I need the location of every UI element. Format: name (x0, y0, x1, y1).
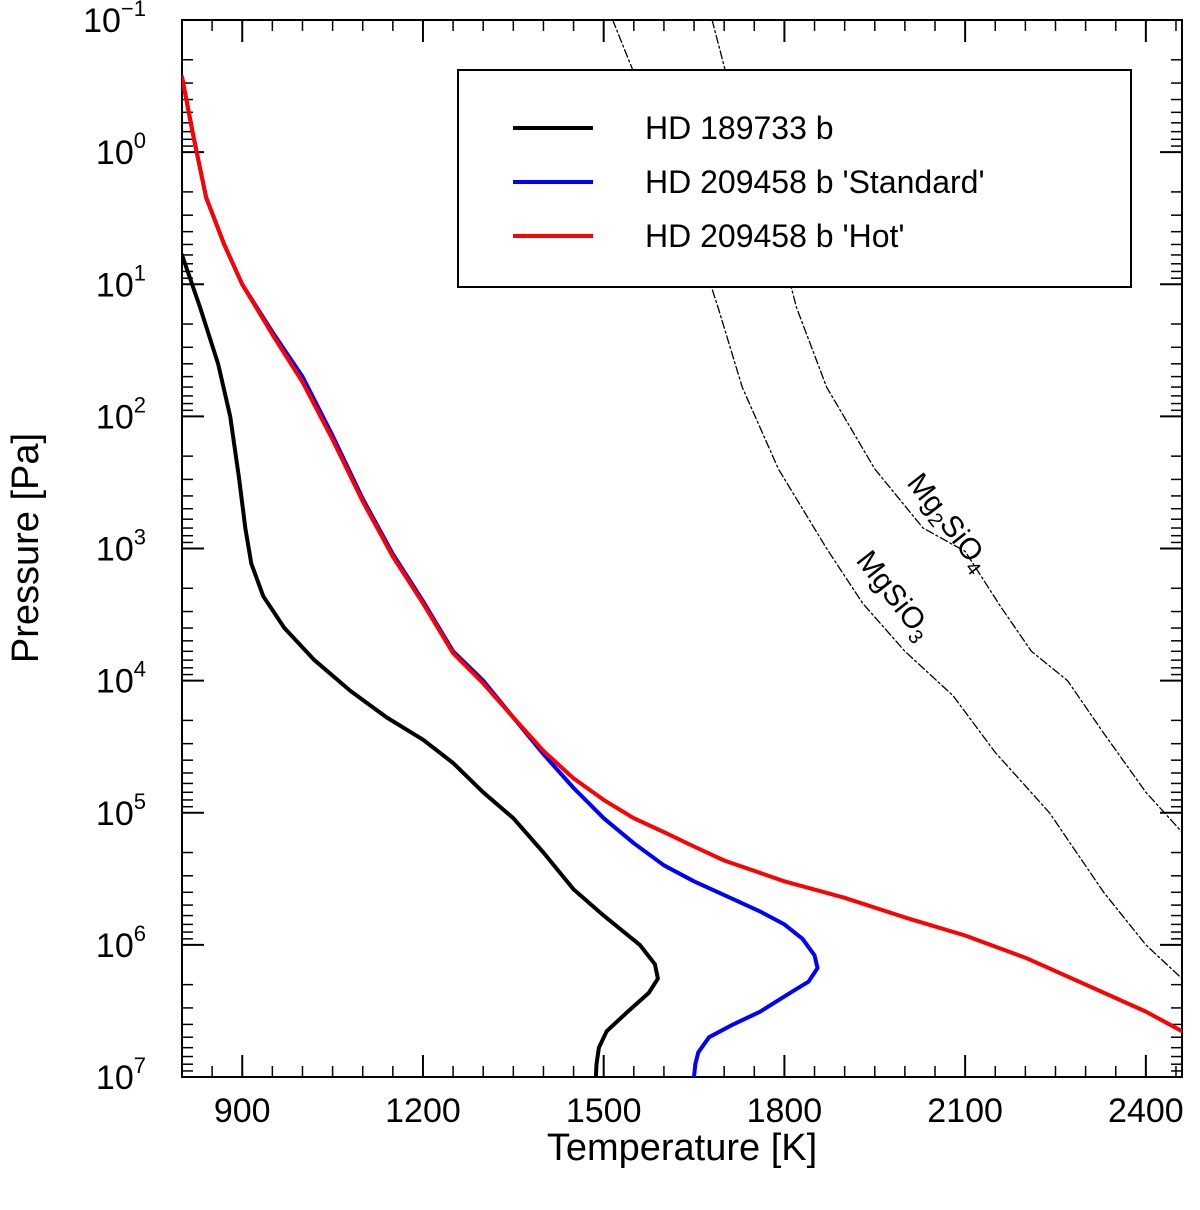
legend-label: HD 209458 b 'Hot' (645, 218, 904, 254)
y-axis-title: Pressure [Pa] (5, 433, 47, 663)
x-tick-label: 1500 (566, 1092, 642, 1130)
y-tick-label: 101 (96, 260, 146, 304)
y-tick-label: 10−1 (83, 0, 146, 40)
legend: HD 189733 b HD 209458 b 'Standard' HD 2094… (457, 69, 1132, 288)
x-tick-label: 1200 (385, 1092, 461, 1130)
legend-box (457, 69, 1132, 288)
mg2sio4-label: Mg2SiO4 (897, 467, 996, 580)
mgsio3-label: MgSiO3 (846, 545, 938, 649)
y-tick-label: 103 (96, 525, 146, 569)
series-layer (182, 20, 1182, 1077)
legend-label: HD 209458 b 'Standard' (645, 164, 985, 200)
y-tick-label: 100 (96, 128, 146, 172)
axis-ticks: 900 1200 1500 1800 2100 2400 10−1 100 101 102 103 1… (83, 0, 1184, 1130)
y-tick-label: 107 (96, 1053, 146, 1097)
x-tick-label: 1800 (747, 1092, 823, 1130)
x-tick-label: 2100 (927, 1092, 1003, 1130)
series-hd-209458-b-standard (182, 75, 820, 1077)
y-tick-label: 104 (96, 657, 146, 701)
legend-label: HD 189733 b (645, 110, 834, 146)
series-hd-209458-b-hot (182, 75, 1182, 1034)
series-hd-189733-b (182, 252, 660, 1077)
x-tick-label: 900 (214, 1092, 271, 1130)
x-axis-title: Temperature [K] (547, 1127, 817, 1169)
y-tick-label: 105 (96, 789, 146, 833)
x-tick-label: 2400 (1108, 1092, 1184, 1130)
y-tick-label: 102 (96, 392, 146, 436)
y-tick-label: 106 (96, 921, 146, 965)
